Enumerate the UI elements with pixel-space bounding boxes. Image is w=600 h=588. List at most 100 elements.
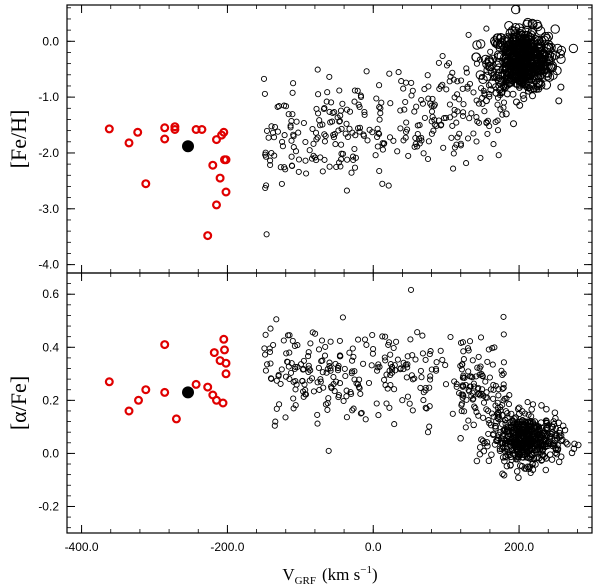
halo-star-point	[341, 365, 348, 372]
transition-star-point	[494, 399, 501, 406]
red-sample-point	[208, 390, 218, 400]
halo-star-point	[346, 125, 353, 132]
halo-star-point	[420, 150, 427, 157]
halo-star-point	[457, 140, 464, 147]
halo-star-point	[290, 405, 297, 412]
halo-star-point	[286, 349, 293, 356]
halo-star-point	[277, 380, 284, 387]
halo-star-point	[269, 129, 277, 136]
disk-star-point	[494, 434, 502, 441]
halo-star-point	[321, 352, 329, 359]
xlabel-units-end: )	[372, 565, 378, 584]
halo-star-point	[484, 130, 491, 137]
disk-star-point	[502, 439, 509, 447]
halo-star-point	[343, 187, 350, 194]
halo-star-point	[295, 168, 302, 175]
halo-star-point	[394, 356, 401, 363]
halo-star-point	[290, 80, 297, 87]
disk-star-point	[527, 453, 534, 460]
halo-star-point	[333, 163, 340, 171]
transition-star-point	[482, 378, 489, 385]
halo-star-point	[500, 359, 507, 366]
disk-star-point	[480, 447, 488, 455]
halo-star-point	[267, 157, 274, 164]
halo-star-point	[499, 111, 506, 118]
disk-star-point	[519, 35, 529, 45]
halo-star-point	[307, 340, 314, 347]
halo-star-point	[422, 404, 429, 411]
halo-star-point	[318, 337, 326, 344]
halo-star-point	[419, 100, 426, 107]
transition-star-point	[486, 420, 493, 427]
halo-star-point	[275, 373, 282, 380]
disk-star-point	[535, 454, 543, 462]
halo-star-point	[426, 403, 433, 410]
halo-star-point	[288, 137, 295, 144]
halo-star-point	[330, 134, 337, 141]
red-sample-point	[124, 138, 134, 148]
halo-star-point	[374, 143, 381, 150]
halo-star-point	[310, 140, 317, 147]
halo-star-point	[327, 367, 334, 374]
halo-star-point	[358, 409, 365, 416]
halo-star-point	[453, 119, 460, 126]
halo-star-point	[325, 395, 332, 402]
xtick-label: 0.0	[365, 540, 382, 554]
halo-star-point	[300, 366, 307, 373]
transition-star-point	[471, 403, 478, 410]
halo-star-point	[454, 108, 461, 115]
halo-star-point	[316, 117, 323, 124]
halo-star-point	[280, 337, 287, 344]
halo-star-point	[305, 353, 312, 360]
transition-star-point	[475, 384, 482, 391]
halo-star-point	[421, 114, 428, 121]
halo-star-point	[349, 407, 356, 414]
halo-star-point	[483, 119, 490, 126]
halo-star-point	[325, 447, 332, 454]
transition-star-point	[469, 396, 476, 403]
disk-star-point	[528, 406, 535, 413]
halo-star-point	[486, 374, 493, 381]
halo-star-point	[369, 129, 376, 136]
transition-star-point	[516, 439, 523, 446]
disk-star-point	[568, 449, 576, 457]
disk-star-point	[529, 92, 536, 100]
transition-star-point	[460, 372, 467, 379]
halo-star-point	[485, 430, 492, 437]
halo-star-point	[292, 363, 299, 370]
halo-star-point	[360, 360, 367, 367]
halo-star-point	[381, 376, 388, 383]
halo-star-point	[497, 106, 504, 113]
disk-star-point	[496, 33, 506, 43]
transition-star-point	[480, 392, 487, 399]
halo-star-point	[399, 397, 406, 404]
halo-star-point	[400, 85, 407, 92]
halo-star-point	[297, 361, 305, 368]
halo-star-point	[351, 164, 359, 171]
halo-star-point	[324, 89, 331, 96]
disk-star-point	[552, 425, 559, 432]
halo-star-point	[334, 367, 342, 374]
halo-star-point	[402, 361, 409, 368]
disk-star-point	[507, 74, 517, 85]
bottom-ylabel: [α/Fe]	[6, 376, 31, 430]
disk-star-point	[483, 65, 493, 76]
halo-star-point	[480, 87, 487, 94]
halo-star-point	[289, 337, 296, 344]
halo-star-point	[350, 156, 357, 164]
ytick-label: -1.0	[38, 90, 59, 104]
halo-star-point	[456, 130, 463, 137]
xtick-label: 200.0	[504, 540, 534, 554]
halo-star-point	[361, 108, 368, 116]
transition-star-point	[485, 417, 492, 424]
disk-star-point	[490, 71, 500, 81]
halo-star-point	[265, 134, 272, 141]
halo-star-point	[322, 343, 329, 350]
halo-star-point	[425, 138, 432, 145]
halo-star-point	[450, 150, 457, 157]
halo-star-point	[266, 348, 274, 356]
xlabel-units-sup: −1	[360, 564, 372, 576]
red-sample-point	[212, 135, 222, 145]
red-sample-point	[134, 395, 144, 405]
disk-star-point	[476, 450, 484, 458]
